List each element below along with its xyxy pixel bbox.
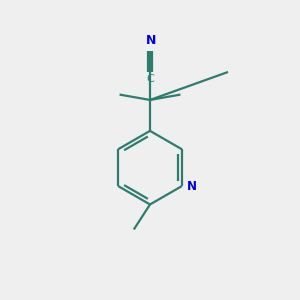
Text: N: N: [146, 34, 156, 47]
Text: N: N: [187, 180, 197, 193]
Text: C: C: [147, 74, 154, 84]
